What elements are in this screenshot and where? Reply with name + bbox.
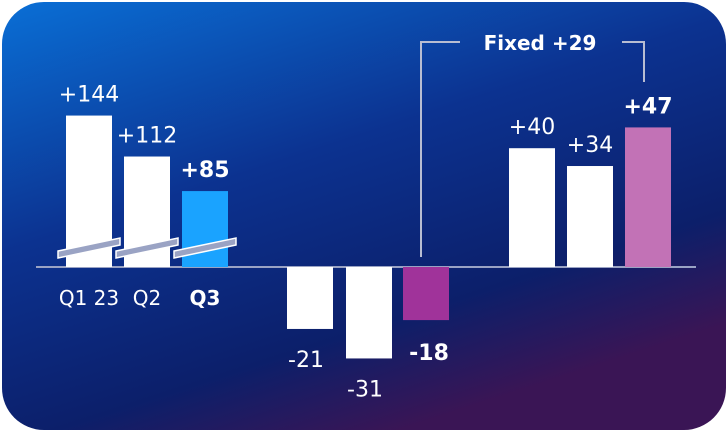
negative-value-label-3: -18 bbox=[409, 341, 449, 366]
fixed-value-label-3: +47 bbox=[623, 94, 672, 119]
quarter-category-label-2: Q2 bbox=[133, 286, 161, 310]
annotation-bracket-left bbox=[420, 41, 460, 257]
axis-break-mark-3 bbox=[173, 237, 237, 259]
axis-break-mark-1 bbox=[57, 237, 121, 259]
annotation-bracket-right bbox=[622, 41, 645, 82]
axis-break-mark-2 bbox=[115, 237, 179, 259]
quarter-category-label-1: Q1 23 bbox=[59, 286, 119, 310]
negative-bar-1 bbox=[287, 267, 333, 329]
fixed-value-label-2: +34 bbox=[567, 133, 613, 158]
negative-bar-3 bbox=[403, 267, 449, 321]
quarter-value-label-2: +112 bbox=[117, 124, 177, 149]
fixed-bar-2 bbox=[567, 166, 613, 267]
quarter-category-label-3: Q3 bbox=[190, 286, 221, 310]
negative-bar-2 bbox=[346, 267, 392, 359]
annotation-label: Fixed +29 bbox=[484, 31, 597, 55]
negative-value-label-1: -21 bbox=[288, 348, 324, 373]
fixed-bar-3 bbox=[625, 127, 671, 267]
quarter-value-label-1: +144 bbox=[59, 83, 119, 108]
quarter-value-label-3: +85 bbox=[180, 158, 229, 183]
fixed-value-label-1: +40 bbox=[509, 115, 555, 140]
negative-value-label-2: -31 bbox=[347, 377, 383, 402]
fixed-bar-1 bbox=[509, 148, 555, 267]
